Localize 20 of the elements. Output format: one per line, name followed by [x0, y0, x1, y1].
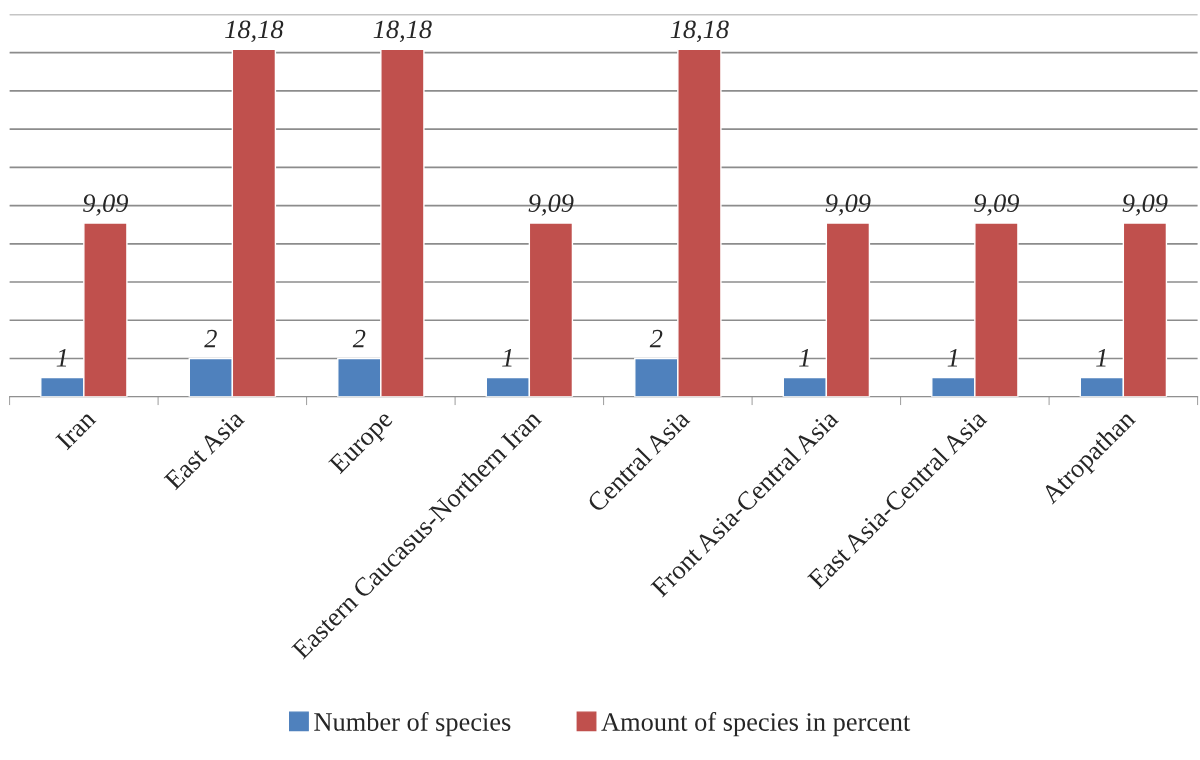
- data-label: 9,09: [528, 194, 574, 216]
- data-label: 1: [502, 349, 512, 367]
- data-label: 1: [1096, 349, 1106, 367]
- data-label: 9,09: [974, 194, 1020, 216]
- legend-label: Amount of species in percent: [601, 712, 911, 737]
- data-label: 18,18: [225, 20, 284, 43]
- data-label: 18,18: [670, 20, 729, 43]
- x-tick-label: East Asia: [163, 408, 246, 491]
- data-label: 2: [649, 329, 663, 348]
- data-label: 1: [799, 349, 809, 367]
- legend-label: Number of species: [314, 712, 511, 737]
- data-label: 2: [352, 329, 366, 348]
- x-tick-label: Iran: [55, 408, 97, 451]
- data-label: 9,09: [1122, 194, 1168, 216]
- data-label: 9,09: [825, 194, 871, 216]
- data-label: 1: [947, 349, 958, 367]
- data-label: 9,09: [83, 194, 129, 216]
- data-label: 2: [204, 329, 217, 348]
- data-label: 18,18: [373, 20, 432, 43]
- data-label: 1: [56, 349, 67, 367]
